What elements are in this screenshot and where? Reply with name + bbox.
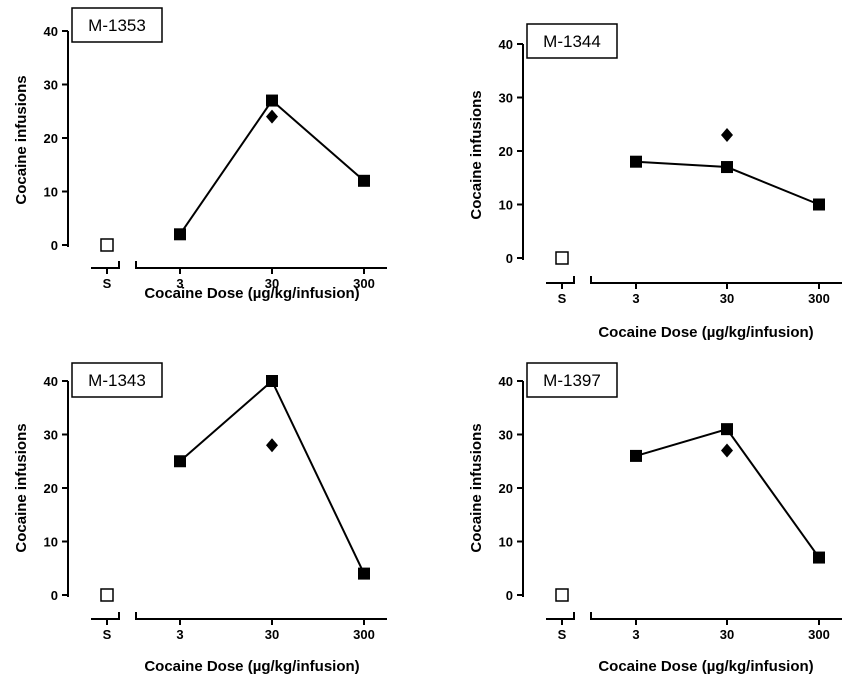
data-point-diamond xyxy=(266,438,278,453)
data-point-square xyxy=(630,155,642,168)
panel-title: M-1397 xyxy=(543,371,601,390)
x-tick-label: 3 xyxy=(632,291,639,306)
y-tick-label: 0 xyxy=(51,238,58,253)
x-tick-label: 3 xyxy=(632,627,639,642)
x-axis-label: Cocaine Dose (µg/kg/infusion) xyxy=(598,658,813,675)
panel-title: M-1353 xyxy=(88,16,146,35)
data-point-square xyxy=(266,375,278,387)
x-tick-label: 300 xyxy=(808,291,830,306)
x-tick-label: 30 xyxy=(720,291,734,306)
series-line xyxy=(179,379,365,575)
data-point-square xyxy=(813,551,825,564)
x-tick-label: 300 xyxy=(808,627,830,642)
x-axis-label: Cocaine Dose (µg/kg/infusion) xyxy=(144,658,359,675)
x-axis-label: Cocaine Dose (µg/kg/infusion) xyxy=(598,324,813,341)
y-tick-label: 20 xyxy=(499,481,513,496)
x-tick-label: 30 xyxy=(265,627,279,642)
panel-title-box xyxy=(526,362,618,398)
y-tick-label: 40 xyxy=(499,374,513,389)
data-point-open-square xyxy=(555,588,569,602)
y-tick-label: 10 xyxy=(499,535,513,550)
y-tick-label: 40 xyxy=(44,24,58,39)
chart-panel-2: 0 10 20 30 40 S 3 30 300 Cocaine infusions Cocaine… xyxy=(468,23,842,341)
data-point-square xyxy=(813,198,825,211)
y-tick-label: 30 xyxy=(499,428,513,443)
data-point-square xyxy=(630,449,642,462)
chart-panel-3: 0 10 20 30 40 S 3 30 300 Cocaine infusions Cocaine… xyxy=(13,362,387,675)
data-point-diamond xyxy=(721,127,733,142)
y-tick-label: 0 xyxy=(51,588,58,603)
data-point-square xyxy=(721,161,733,174)
chart-panel-1: 0 10 20 30 40 S 3 30 300 Cocaine infusions Cocaine… xyxy=(13,7,387,302)
data-point-square xyxy=(174,228,186,241)
x-tick-label: S xyxy=(558,627,567,642)
x-axis-label: Cocaine Dose (µg/kg/infusion) xyxy=(144,285,359,302)
x-tick-label: S xyxy=(103,627,112,642)
y-tick-label: 20 xyxy=(44,481,58,496)
y-tick-label: 10 xyxy=(44,535,58,550)
panel-title-box xyxy=(526,23,618,59)
data-point-diamond xyxy=(721,443,733,458)
y-tick-label: 10 xyxy=(44,185,58,200)
y-tick-label: 10 xyxy=(499,198,513,213)
x-tick-label: 300 xyxy=(353,627,375,642)
x-tick-label: S xyxy=(103,276,112,291)
panel-title: M-1343 xyxy=(88,371,146,390)
data-point-open-square xyxy=(100,588,114,602)
x-tick-label: 300 xyxy=(353,276,375,291)
y-axis-label: Cocaine infusions xyxy=(468,90,485,219)
y-tick-label: 20 xyxy=(499,144,513,159)
y-tick-label: 40 xyxy=(499,37,513,52)
x-tick-label: 3 xyxy=(176,276,183,291)
y-tick-label: 40 xyxy=(44,374,58,389)
panel-title: M-1344 xyxy=(543,32,601,51)
chart-panel-4: 0 10 20 30 40 S 3 30 300 Cocaine infusions Cocaine… xyxy=(468,362,842,675)
y-tick-label: 30 xyxy=(499,91,513,106)
y-tick-label: 20 xyxy=(44,131,58,146)
data-point-open-square xyxy=(555,251,569,265)
panel-title-box xyxy=(71,362,163,398)
data-point-open-square xyxy=(100,238,114,252)
panel-title-box xyxy=(71,7,163,43)
data-point-diamond xyxy=(266,109,278,124)
x-tick-label: 30 xyxy=(720,627,734,642)
data-point-square xyxy=(721,423,733,436)
x-tick-label: 30 xyxy=(265,276,279,291)
data-point-square xyxy=(174,455,186,468)
y-tick-label: 30 xyxy=(44,78,58,93)
x-tick-label: 3 xyxy=(176,627,183,642)
y-axis-label: Cocaine infusions xyxy=(13,75,30,204)
x-tick-label: S xyxy=(558,291,567,306)
data-point-square xyxy=(358,567,370,580)
y-tick-label: 0 xyxy=(506,588,513,603)
data-point-square xyxy=(358,174,370,187)
data-point-square xyxy=(266,94,278,107)
y-axis-label: Cocaine infusions xyxy=(13,423,30,552)
y-tick-label: 0 xyxy=(506,251,513,266)
y-tick-label: 30 xyxy=(44,428,58,443)
y-axis-label: Cocaine infusions xyxy=(468,423,485,552)
